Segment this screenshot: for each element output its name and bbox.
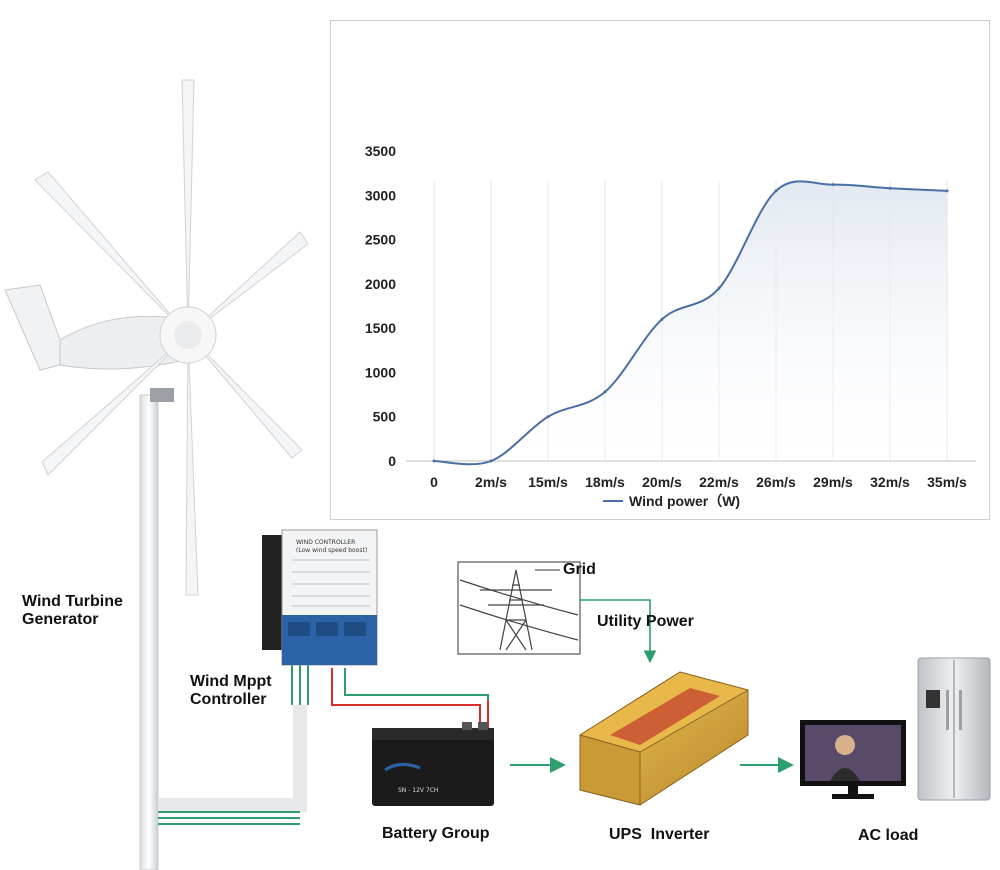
x-tick-label-8: 32m/s — [870, 474, 910, 490]
y-tick-label-1: 500 — [373, 409, 397, 425]
x-tick-label-7: 29m/s — [813, 474, 853, 490]
series-area-fill — [434, 181, 947, 465]
chart-area — [434, 181, 947, 465]
data-point-8 — [888, 186, 892, 190]
ac-load-label: AC load — [858, 827, 919, 844]
turbine-label-line2: Generator — [22, 611, 99, 628]
x-axis-ticks: 0 2m/s 15m/s 18m/s 20m/s 22m/s 26m/s 29m/s 32m/s… — [430, 474, 967, 490]
data-point-4 — [660, 317, 664, 321]
x-tick-label-3: 18m/s — [585, 474, 625, 490]
x-tick-label-9: 35m/s — [927, 474, 967, 490]
x-tick-label-1: 2m/s — [475, 474, 507, 490]
y-tick-label-7: 3500 — [365, 143, 396, 159]
utility-arrow — [580, 599, 657, 664]
y-tick-label-3: 1500 — [365, 320, 396, 336]
y-tick-label-0: 0 — [388, 453, 396, 469]
data-point-3 — [603, 390, 607, 394]
data-point-1 — [489, 459, 493, 463]
data-point-7 — [831, 183, 835, 187]
chart-legend: Wind power（W) — [603, 493, 740, 509]
x-tick-label-6: 26m/s — [756, 474, 796, 490]
y-axis-ticks: 0 500 1000 1500 2000 2500 3000 3500 — [365, 143, 396, 469]
refrigerator-icon — [917, 657, 991, 801]
wind-controller-icon — [262, 529, 378, 666]
x-tick-label-0: 0 — [430, 474, 438, 490]
data-point-5 — [717, 286, 721, 290]
chart-series — [432, 180, 949, 466]
monitor-icon — [800, 720, 906, 799]
x-tick-label-2: 15m/s — [528, 474, 568, 490]
battery-icon — [372, 722, 494, 806]
utility-power-label: Utility Power — [597, 613, 694, 630]
y-tick-label-2: 1000 — [365, 364, 396, 380]
chart-canvas: 0 500 1000 1500 2000 2500 3000 3500 0 2m/s 15m/s 1… — [365, 143, 976, 509]
controller-label: Wind Mppt Controller — [190, 673, 272, 709]
series-line-wind-power — [433, 180, 948, 466]
turbine-label-line1: Wind Turbine — [22, 593, 123, 610]
controller-label-line2: Controller — [190, 691, 267, 708]
inverter-label: UPS Inverter — [609, 826, 710, 843]
data-point-9 — [945, 189, 949, 193]
x-tick-label-4: 20m/s — [642, 474, 682, 490]
power-tower-icon — [457, 561, 581, 655]
grid-label: Grid — [563, 561, 596, 578]
wind-power-chart: 0 500 1000 1500 2000 2500 3000 3500 0 2m/s 15m/s 1… — [330, 20, 990, 520]
legend-label: Wind power（W) — [629, 493, 740, 509]
battery-model-text: SN - 12V 7CH — [398, 787, 438, 794]
wire-conduit — [158, 705, 307, 812]
controller-panel-subtitle: (Low wind speed boost) — [296, 547, 367, 554]
turbine-label: Wind Turbine Generator — [22, 593, 123, 629]
controller-wires — [158, 665, 489, 825]
data-point-2 — [546, 415, 550, 419]
y-tick-label-6: 3000 — [365, 187, 396, 203]
battery-group-label: Battery Group — [382, 825, 490, 842]
controller-label-line1: Wind Mppt — [190, 673, 272, 690]
wind-turbine-icon — [4, 79, 309, 870]
inverter-icon — [578, 671, 750, 806]
y-tick-label-4: 2000 — [365, 276, 396, 292]
x-tick-label-5: 22m/s — [699, 474, 739, 490]
data-point-0 — [432, 459, 436, 463]
controller-panel-title: WIND CONTROLLER — [296, 539, 355, 546]
y-tick-label-5: 2500 — [365, 232, 396, 248]
data-point-6 — [774, 189, 778, 193]
